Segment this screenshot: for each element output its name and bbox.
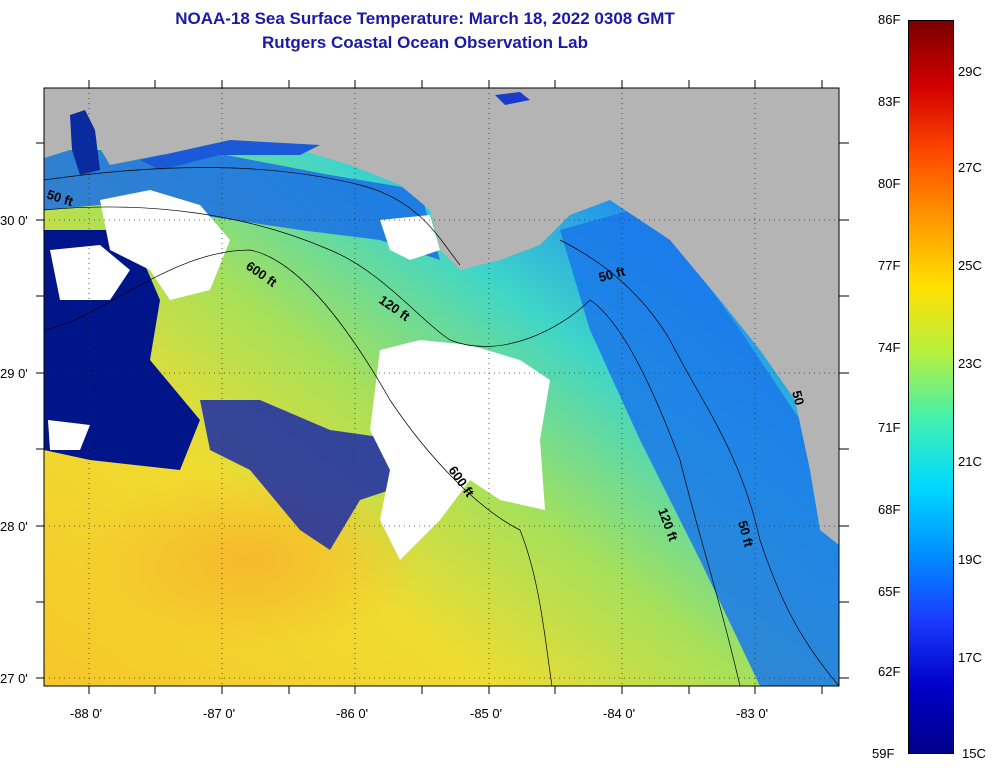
lat-label: 29 0' bbox=[0, 366, 28, 381]
land-mass bbox=[44, 88, 839, 545]
depth-label: 50 ft bbox=[735, 519, 757, 549]
colorbar-f-label: 65F bbox=[878, 584, 901, 599]
lake-inland bbox=[495, 92, 530, 105]
coastal-sound bbox=[140, 140, 320, 170]
colorbar-c-label: 23C bbox=[958, 356, 982, 371]
colorbar-f-label: 77F bbox=[878, 258, 901, 273]
lon-label: -84 0' bbox=[603, 706, 635, 721]
mobile-bay bbox=[70, 110, 100, 175]
cloud-patch-north bbox=[380, 215, 440, 260]
map-subtitle: Rutgers Coastal Ocean Observation Lab bbox=[262, 33, 588, 52]
colorbar-c-label: 25C bbox=[958, 258, 982, 273]
colorbar-f-label: 86F bbox=[878, 12, 901, 27]
colorbar-f-label: 80F bbox=[878, 176, 901, 191]
colorbar-f-label: 74F bbox=[878, 340, 901, 355]
lon-label: -83 0' bbox=[736, 706, 768, 721]
map-title: NOAA-18 Sea Surface Temperature: March 1… bbox=[175, 9, 675, 28]
colorbar-f-label: 59F bbox=[872, 746, 895, 761]
cool-shelf-north bbox=[44, 150, 440, 260]
contour-120ft bbox=[44, 206, 741, 686]
cold-filament bbox=[200, 400, 420, 550]
colorbar-c-label: 15C bbox=[962, 746, 986, 761]
colorbar-c-label: 27C bbox=[958, 160, 982, 175]
depth-label: 50 bbox=[789, 389, 807, 407]
lat-label: 30 0' bbox=[0, 213, 28, 228]
lon-label: -86 0' bbox=[336, 706, 368, 721]
contour-600ft bbox=[44, 249, 553, 686]
contour-50ft bbox=[44, 167, 839, 686]
lon-label: -85 0' bbox=[470, 706, 502, 721]
lat-label: 28 0' bbox=[0, 519, 28, 534]
colorbar-f-label: 68F bbox=[878, 502, 901, 517]
colorbar-c-label: 29C bbox=[958, 64, 982, 79]
colorbar-c-label: 19C bbox=[958, 552, 982, 567]
lon-label: -88 0' bbox=[70, 706, 102, 721]
colorbar-f-label: 83F bbox=[878, 94, 901, 109]
colorbar-c-label: 21C bbox=[958, 454, 982, 469]
cloud-patch-northwest bbox=[100, 190, 230, 300]
lat-label: 27 0' bbox=[0, 671, 28, 686]
colorbar-c-label: 17C bbox=[958, 650, 982, 665]
colorbar-f-label: 62F bbox=[878, 664, 901, 679]
colorbar-f-label: 71F bbox=[878, 420, 901, 435]
cloud-patch-southwest bbox=[48, 420, 90, 450]
map-frame bbox=[43, 87, 840, 687]
depth-label: 50 ft bbox=[597, 263, 627, 285]
axis-ticks bbox=[36, 80, 849, 694]
temperature-colorbar bbox=[908, 20, 954, 754]
cloud-patch-west bbox=[50, 245, 130, 300]
lon-label: -87 0' bbox=[203, 706, 235, 721]
cloud-patch-central bbox=[370, 340, 550, 560]
